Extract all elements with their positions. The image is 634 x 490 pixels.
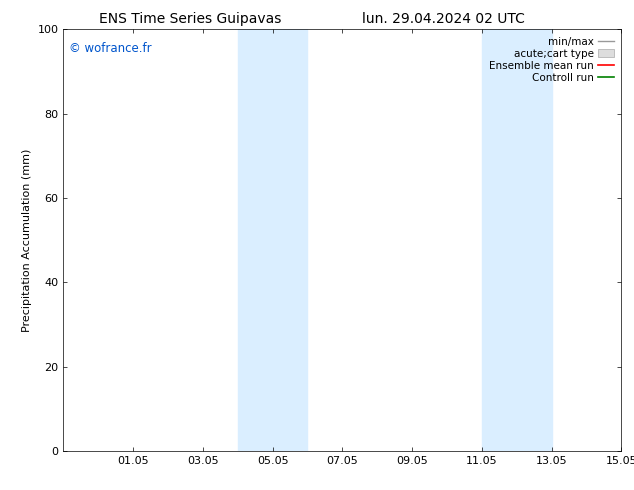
- Legend: min/max, acute;cart type, Ensemble mean run, Controll run: min/max, acute;cart type, Ensemble mean …: [488, 35, 616, 85]
- Text: © wofrance.fr: © wofrance.fr: [69, 42, 152, 55]
- Bar: [482, 29, 552, 451]
- Bar: [238, 29, 307, 451]
- Text: lun. 29.04.2024 02 UTC: lun. 29.04.2024 02 UTC: [363, 12, 525, 26]
- Text: ENS Time Series Guipavas: ENS Time Series Guipavas: [99, 12, 281, 26]
- Y-axis label: Precipitation Accumulation (mm): Precipitation Accumulation (mm): [22, 148, 32, 332]
